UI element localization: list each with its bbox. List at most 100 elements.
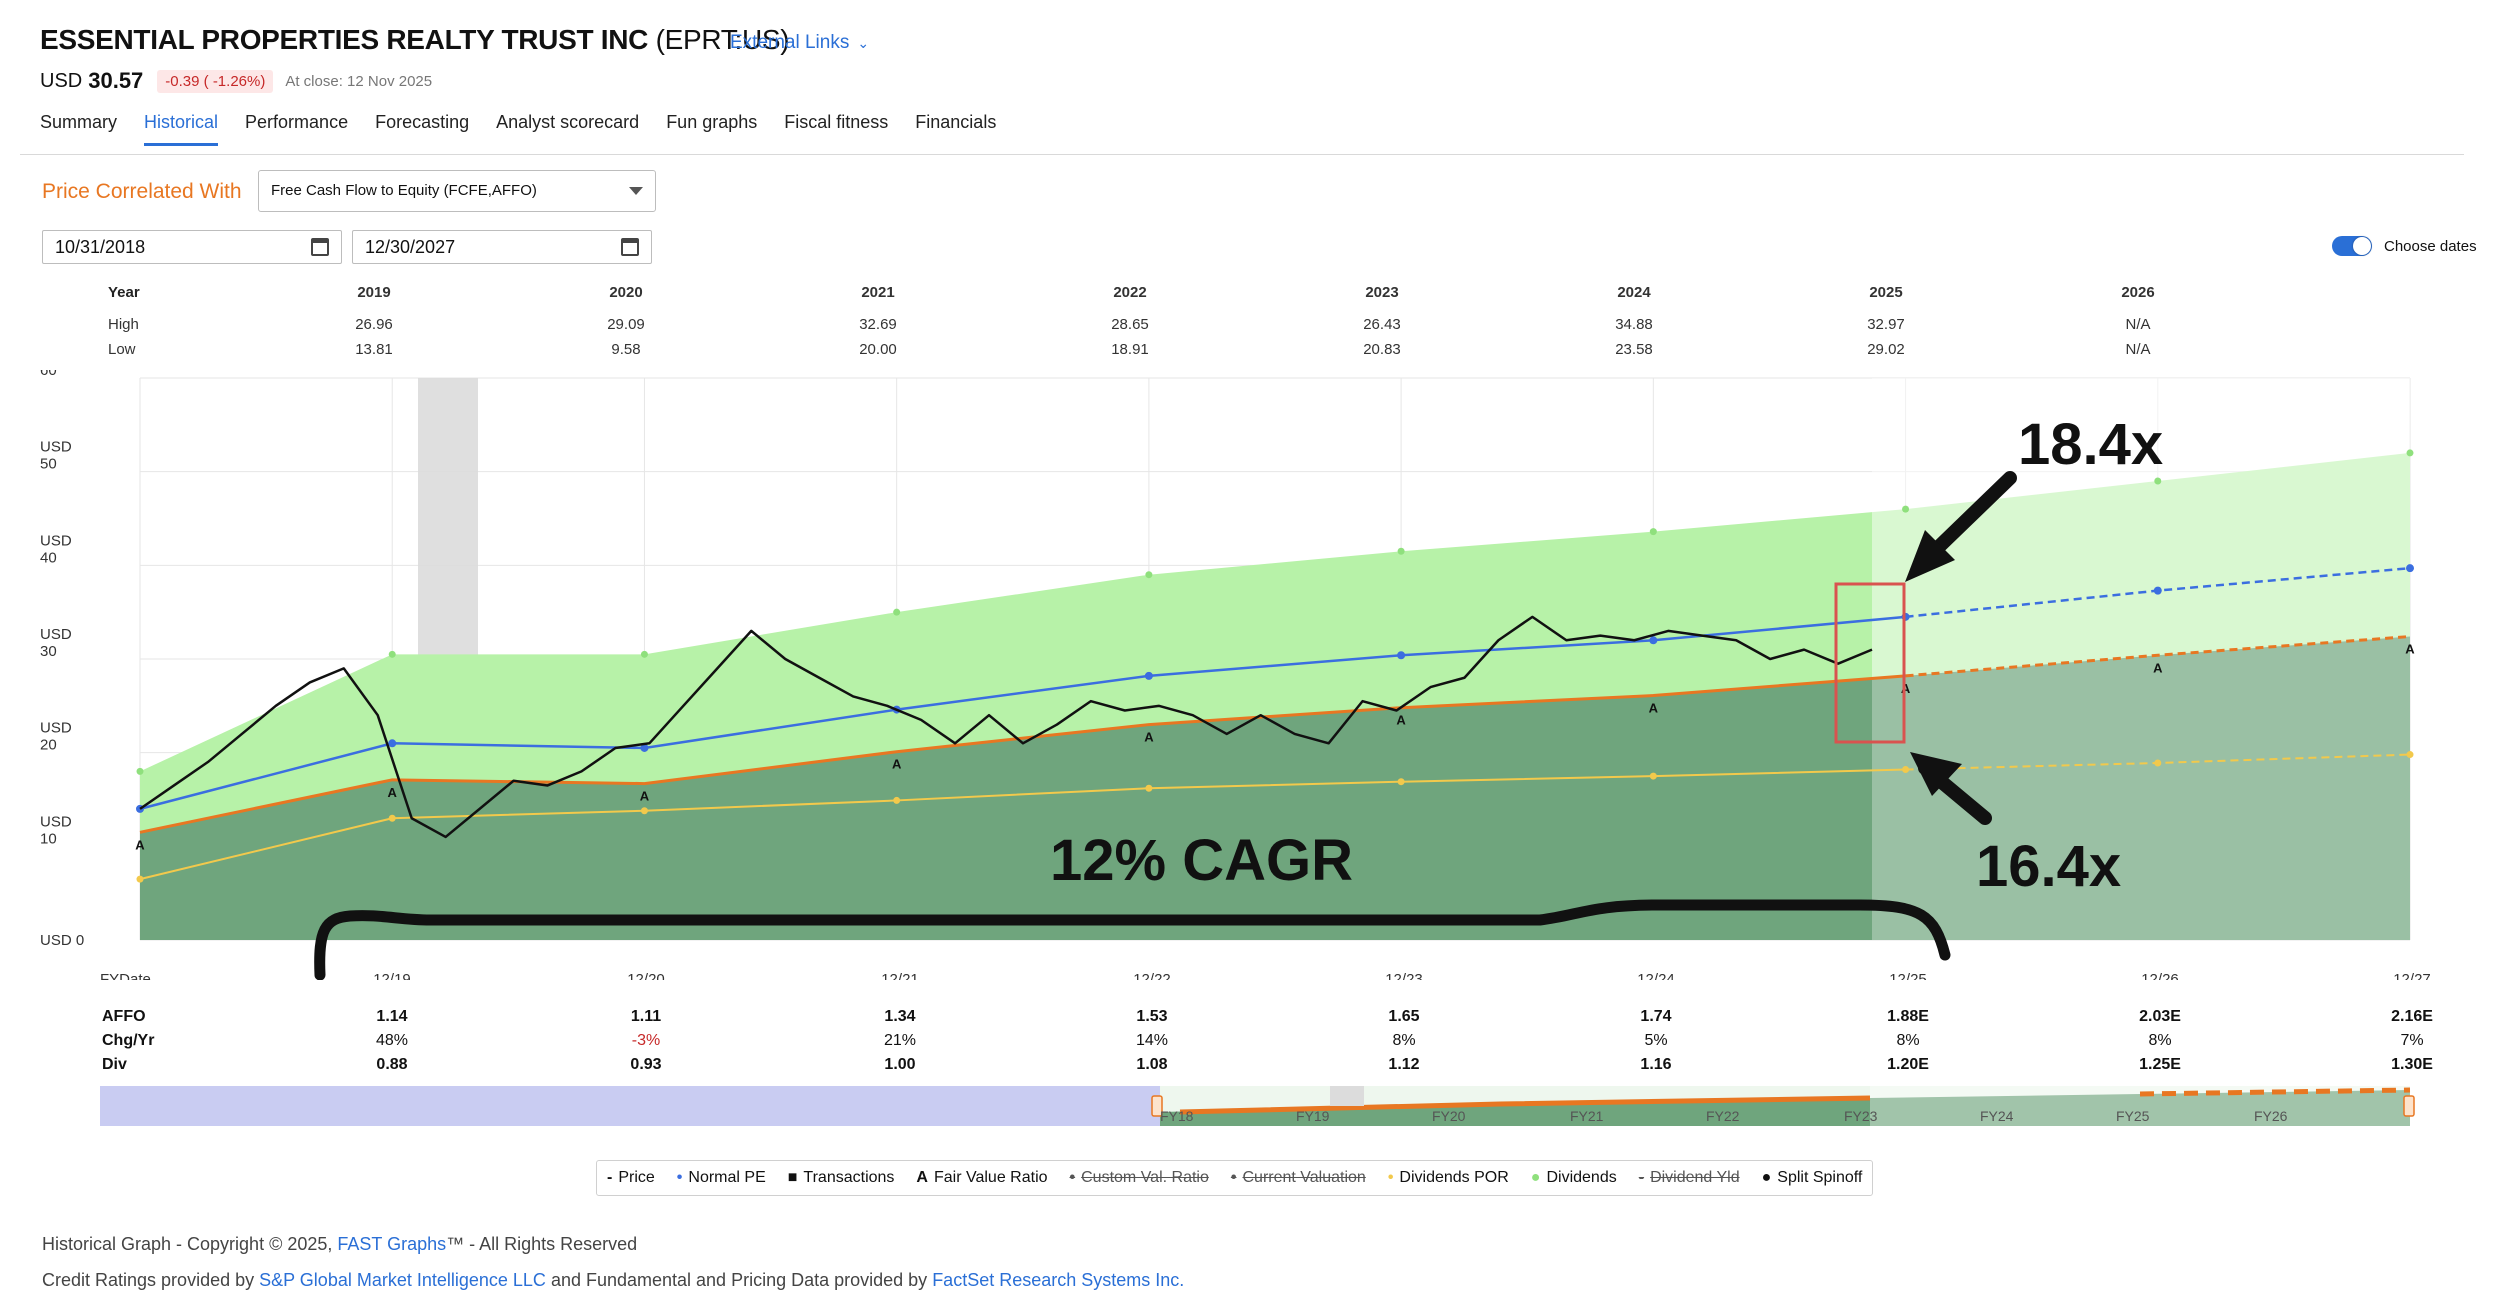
tab-historical[interactable]: Historical [144,112,219,146]
credits-middle: and Fundamental and Pricing Data provide… [545,1270,933,1290]
external-links-label: External Links [730,32,850,53]
tab-performance[interactable]: Performance [245,112,349,132]
calendar-icon[interactable] [311,238,329,256]
year-low-value: 18.91 [1111,341,1149,358]
copyright-suffix: ™ - All Rights Reserved [446,1234,638,1254]
dividends-por-point [1397,778,1405,786]
navigator-year-label: FY23 [1844,1108,1878,1124]
x-tick-label: 12/23 [1385,971,1423,980]
chg-value: 8% [2148,1032,2172,1049]
factset-link[interactable]: FactSet Research Systems Inc. [932,1270,1185,1290]
navigator-right-handle[interactable] [2403,1095,2415,1117]
start-date-input[interactable]: 10/31/2018 [42,230,342,264]
sp-global-link[interactable]: S&P Global Market Intelligence LLC [259,1270,546,1290]
legend-item-transactions[interactable]: ■ Transactions [788,1169,895,1187]
year-high-value: 32.69 [859,316,897,333]
chg-value: 8% [1896,1032,1920,1049]
tab-fiscal-fitness[interactable]: Fiscal fitness [784,112,889,132]
year-header: 2022 [1113,284,1147,301]
year-high-value: N/A [2125,316,2151,333]
legend-item-dividend-yld[interactable]: - Dividend Yld [1639,1169,1740,1187]
correlated-metric-select[interactable]: Free Cash Flow to Equity (FCFE,AFFO) [258,170,656,212]
dividends-por-point [1649,772,1657,780]
legend-label: Custom Val. Ratio [1081,1169,1209,1186]
navigator-year-label: FY20 [1432,1108,1466,1124]
upper-arrow-head [1905,530,1955,582]
fair-value-line [139,674,1906,834]
y-tick-label: USD 20 [40,720,72,754]
fair-value-marker: A [1396,713,1406,728]
dividends-point [2406,449,2414,457]
legend-label: Dividends POR [1399,1169,1509,1186]
fair-value-marker: A [892,757,902,772]
navigator-year-label: FY25 [2116,1108,2150,1124]
year-header: 2021 [861,284,895,301]
x-tick-label: 12/26 [2141,971,2179,980]
year-header: 2025 [1869,284,1903,301]
legend-item-price[interactable]: - Price [607,1169,655,1187]
cagr-label: 12% CAGR [1050,828,1353,893]
legend-label: Price [618,1169,655,1186]
fair-value-marker: A [1901,681,1911,696]
normal-pe-point [1397,651,1406,660]
year-header: 2026 [2121,284,2155,301]
tab-forecasting[interactable]: Forecasting [375,112,470,132]
copyright-prefix: Historical Graph - Copyright © 2025, [42,1234,338,1254]
legend-item-normal-pe[interactable]: • Normal PE [677,1169,766,1187]
dividends-por-point [640,807,648,815]
legend-item-fair-value-ratio[interactable]: A Fair Value Ratio [916,1169,1047,1187]
fast-graphs-link[interactable]: FAST Graphs [337,1234,447,1254]
legend-item-custom-val-ratio[interactable]: • Custom Val. Ratio [1070,1169,1209,1187]
navigator-left-handle[interactable] [1151,1095,1163,1117]
legend-label: Transactions [803,1169,895,1186]
end-date-input[interactable]: 12/30/2027 [352,230,652,264]
div-value: 1.16 [1640,1056,1672,1073]
range-navigator[interactable]: FY18 FY19 FY20 FY21 FY22 FY23 FY24 FY25 FY26 [0,1082,2496,1130]
external-links-dropdown[interactable]: External Links ⌄ [730,32,869,54]
chg-value: 14% [1135,1032,1169,1049]
correlated-metric-value: Free Cash Flow to Equity (FCFE,AFFO) [271,182,537,199]
legend-label: Dividend Yld [1650,1169,1740,1186]
div-value: 1.30E [2391,1056,2433,1073]
legend-label: Current Valuation [1242,1169,1366,1186]
dividends-point [1145,571,1153,579]
legend-item-split-spinoff[interactable]: ● Split Spinoff [1762,1169,1863,1187]
navigator-forecast-line [2139,1087,2411,1097]
navigator-unselected-range [100,1086,1160,1126]
year-low-value: 9.58 [611,341,641,358]
company-name: ESSENTIAL PROPERTIES REALTY TRUST INC [40,24,649,55]
tab-summary[interactable]: Summary [40,112,118,132]
tab-financials[interactable]: Financials [915,112,997,132]
choose-dates-toggle[interactable] [2332,236,2372,256]
calendar-icon[interactable] [621,238,639,256]
cagr-bracket [314,899,1951,980]
caret-down-icon [629,187,643,195]
tab-fun-graphs[interactable]: Fun graphs [666,112,758,132]
x-tick-label: 12/20 [627,971,665,980]
tab-analyst-scorecard[interactable]: Analyst scorecard [496,112,640,132]
ticker: (EPRT:US) [655,24,790,55]
div-value: 1.08 [1136,1056,1168,1073]
year-high-value: 26.43 [1363,316,1401,333]
price-correlated-label: Price Correlated With [42,180,242,203]
chevron-down-icon: ⌄ [857,35,870,51]
legend-symbol: ■ [787,1169,798,1186]
lower-arrow-head [1910,752,1962,796]
legend-item-dividends[interactable]: ● Dividends [1531,1169,1617,1187]
navigator-year-label: FY24 [1980,1108,2014,1124]
legend-item-current-valuation[interactable]: • Current Valuation [1231,1169,1366,1187]
year-low-value: N/A [2125,341,2151,358]
affo-value: 2.16E [2391,1008,2433,1025]
div-value: 1.25E [2139,1056,2181,1073]
y-tick-label: USD 0 [40,932,84,949]
price-currency: USD [40,69,83,92]
legend-item-dividends-por[interactable]: • Dividends POR [1388,1169,1509,1187]
dividends-point [1397,547,1405,555]
x-tick-label: 12/25 [1889,971,1927,980]
year-high-value: 29.09 [607,316,645,333]
copyright-line: Historical Graph - Copyright © 2025, FAS… [42,1234,637,1255]
fair-value-marker: A [2153,660,2163,675]
upper-multiple-label: 18.4x [2018,412,2163,477]
navigator-fair-value-area [1160,1090,2410,1126]
